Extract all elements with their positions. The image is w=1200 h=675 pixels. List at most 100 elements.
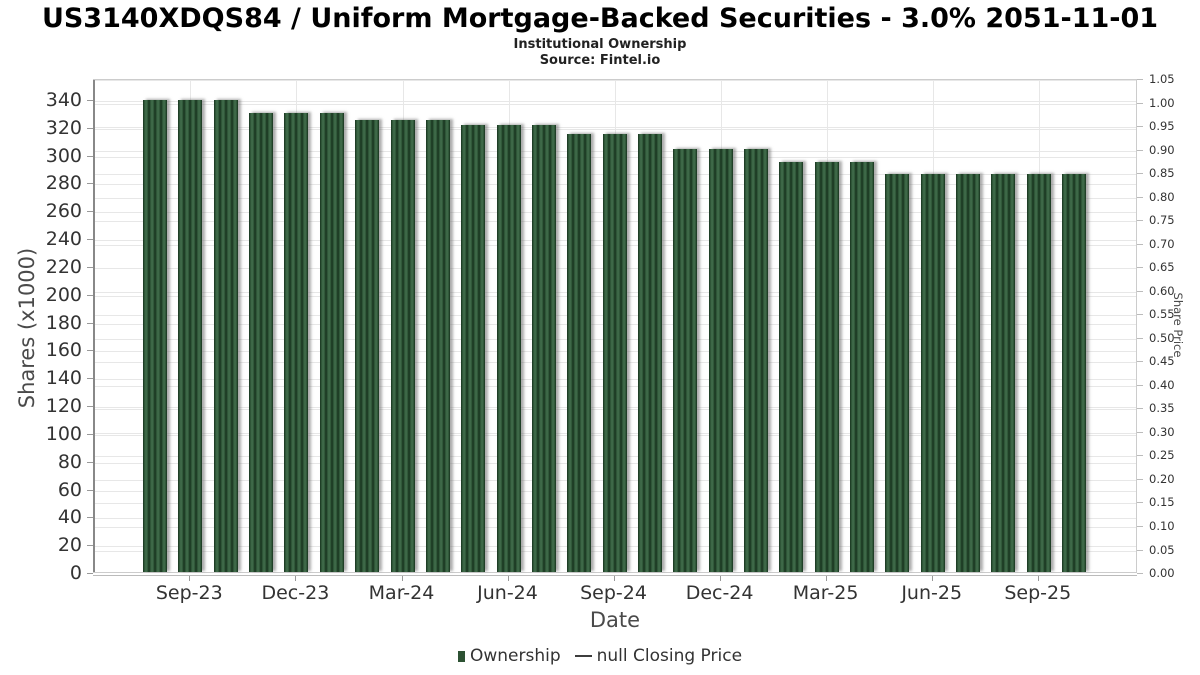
y-axis-tick-label-left: 140	[45, 367, 82, 390]
x-axis-tick-label: Jun-24	[477, 582, 538, 604]
y-tick-mark-right	[1137, 290, 1143, 292]
y-tick-mark-right	[1137, 243, 1143, 245]
y-tick-mark-left	[87, 350, 93, 352]
bar-Oct-24[interactable]	[637, 133, 662, 572]
bar-May-25[interactable]	[885, 174, 910, 572]
y-tick-mark-right	[1137, 526, 1143, 527]
y-tick-mark-right	[1137, 79, 1143, 80]
bar-Jan-24[interactable]	[319, 112, 344, 572]
y-tick-mark-right	[1137, 384, 1143, 386]
y-axis-tick-label-right: 0.10	[1149, 519, 1175, 533]
y-axis-tick-label-right: 0.55	[1149, 307, 1175, 322]
y-axis-tick-label-left: 220	[45, 255, 82, 278]
y-axis-tick-label-right: 0.30	[1149, 424, 1175, 439]
y-tick-mark-right	[1137, 126, 1143, 127]
legend-item-closing-price[interactable]: null Closing Price	[574, 646, 743, 666]
y-axis-tick-label-right: 0.85	[1149, 166, 1175, 181]
legend-item-ownership[interactable]: Ownership	[457, 646, 561, 666]
bar-Sep-25[interactable]	[1026, 174, 1051, 572]
y-tick-mark-left	[87, 378, 93, 380]
y-tick-mark-right	[1137, 196, 1143, 198]
legend: Ownership null Closing Price	[0, 646, 1200, 666]
y-tick-mark-left	[87, 406, 93, 407]
y-tick-mark-right	[1137, 431, 1143, 433]
y-axis-tick-label-left: 260	[45, 200, 82, 223]
y-axis-tick-label-left: 340	[45, 88, 82, 111]
y-axis-tick-label-left: 200	[45, 283, 82, 306]
bar-Nov-24[interactable]	[673, 149, 698, 572]
y-tick-mark-right	[1137, 173, 1143, 175]
x-tick-mark	[295, 575, 297, 581]
bar-Jul-25[interactable]	[956, 174, 981, 572]
bar-Oct-25[interactable]	[1062, 174, 1087, 572]
y-tick-mark-right	[1137, 102, 1143, 104]
y-tick-mark-left	[87, 322, 93, 324]
x-tick-mark	[931, 575, 933, 581]
bar-Nov-23[interactable]	[249, 112, 274, 572]
bar-Mar-24[interactable]	[390, 119, 415, 572]
y-axis-tick-label-left: 320	[45, 116, 82, 139]
y-axis-tick-label-right: 0.15	[1149, 495, 1175, 510]
y-tick-mark-left	[87, 155, 93, 157]
bar-Sep-24[interactable]	[602, 133, 627, 572]
y-axis-tick-label-right: 0.75	[1149, 213, 1175, 228]
y-axis-tick-label-left: 60	[57, 478, 82, 501]
y-axis-tick-label-right: 0.80	[1149, 189, 1175, 204]
x-tick-mark	[719, 575, 721, 581]
bar-Dec-24[interactable]	[708, 149, 733, 572]
bar-Apr-25[interactable]	[850, 161, 874, 572]
bar-Jan-25[interactable]	[744, 149, 768, 572]
bar-Jun-24[interactable]	[496, 125, 521, 572]
y-axis-tick-label-right: 1.00	[1149, 95, 1175, 110]
y-axis-tick-label-right: 0.05	[1149, 542, 1175, 557]
y-tick-mark-right	[1137, 314, 1143, 316]
y-tick-mark-left	[87, 211, 93, 213]
bar-Oct-23[interactable]	[213, 100, 238, 572]
bar-Feb-25[interactable]	[779, 161, 804, 572]
y-axis-tick-label-right: 0.60	[1149, 283, 1175, 298]
y-axis-tick-label-left: 240	[45, 228, 82, 250]
y-tick-mark-right	[1137, 455, 1143, 457]
bar-Jun-25[interactable]	[920, 174, 945, 572]
bar-Dec-23[interactable]	[284, 112, 309, 572]
y-tick-mark-right	[1137, 337, 1143, 339]
bar-Mar-25[interactable]	[814, 161, 839, 572]
legend-label-closing-price: null Closing Price	[596, 646, 743, 666]
x-axis-tick-label: Dec-23	[261, 582, 330, 604]
y-axis-tick-label-left: 0	[69, 562, 82, 584]
bar-Jul-24[interactable]	[531, 125, 556, 572]
bar-Aug-23[interactable]	[143, 100, 167, 572]
bar-Aug-25[interactable]	[991, 174, 1016, 572]
y-axis-tick-label-right: 0.45	[1149, 354, 1175, 369]
y-axis-tick-label-right: 0.40	[1149, 377, 1175, 392]
x-axis-tick-label: Jun-25	[901, 582, 963, 604]
y-axis-tick-label-left: 160	[45, 339, 82, 362]
y-tick-mark-right	[1137, 549, 1143, 551]
y-axis-tick-label-left: 300	[45, 144, 82, 167]
y-axis-tick-label-right: 0.90	[1149, 142, 1175, 157]
bar-Feb-24[interactable]	[355, 119, 380, 572]
chart-subtitle: Institutional Ownership	[513, 37, 687, 52]
y-tick-mark-left	[87, 545, 93, 547]
y-tick-mark-left	[87, 239, 93, 240]
y-tick-mark-right	[1137, 573, 1143, 574]
y-axis-tick-label-left: 40	[57, 506, 82, 529]
x-tick-mark	[1037, 575, 1039, 581]
bar-Apr-24[interactable]	[425, 119, 450, 572]
y-axis-tick-label-right: 0.70	[1149, 236, 1175, 251]
y-axis-tick-label-left: 100	[45, 422, 82, 445]
x-tick-mark	[401, 575, 403, 581]
chart-title: US3140XDQS84 / Uniform Mortgage-Backed S…	[41, 3, 1159, 34]
bar-May-24[interactable]	[461, 125, 486, 572]
closing-price-line-swatch-icon	[574, 654, 592, 658]
x-axis-tick-label: Dec-24	[685, 582, 754, 604]
bar-Sep-23[interactable]	[178, 100, 203, 572]
y-tick-mark-left	[87, 489, 93, 491]
y-tick-mark-left	[87, 433, 93, 435]
ownership-bar-swatch-icon	[457, 650, 465, 662]
bar-Aug-24[interactable]	[567, 133, 592, 572]
y-axis-tick-label-right: 0.00	[1149, 566, 1175, 580]
y-axis-tick-label-left: 280	[45, 172, 82, 195]
y-axis-tick-label-left: 180	[45, 311, 82, 334]
